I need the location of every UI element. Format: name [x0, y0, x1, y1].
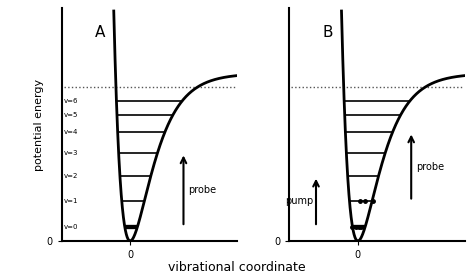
Text: probe: probe: [416, 161, 444, 171]
Text: probe: probe: [188, 185, 216, 195]
Text: A: A: [95, 25, 105, 40]
Text: v=3: v=3: [64, 150, 78, 156]
Text: v=1: v=1: [64, 198, 78, 204]
Y-axis label: potential energy: potential energy: [34, 79, 44, 171]
Text: v=5: v=5: [64, 112, 78, 118]
Text: v=4: v=4: [64, 129, 78, 135]
Text: v=2: v=2: [64, 173, 78, 179]
Text: v=0: v=0: [64, 224, 78, 230]
Text: B: B: [323, 25, 333, 40]
Text: v=6: v=6: [64, 98, 78, 104]
Text: vibrational coordinate: vibrational coordinate: [168, 261, 306, 274]
Text: pump: pump: [285, 196, 313, 206]
